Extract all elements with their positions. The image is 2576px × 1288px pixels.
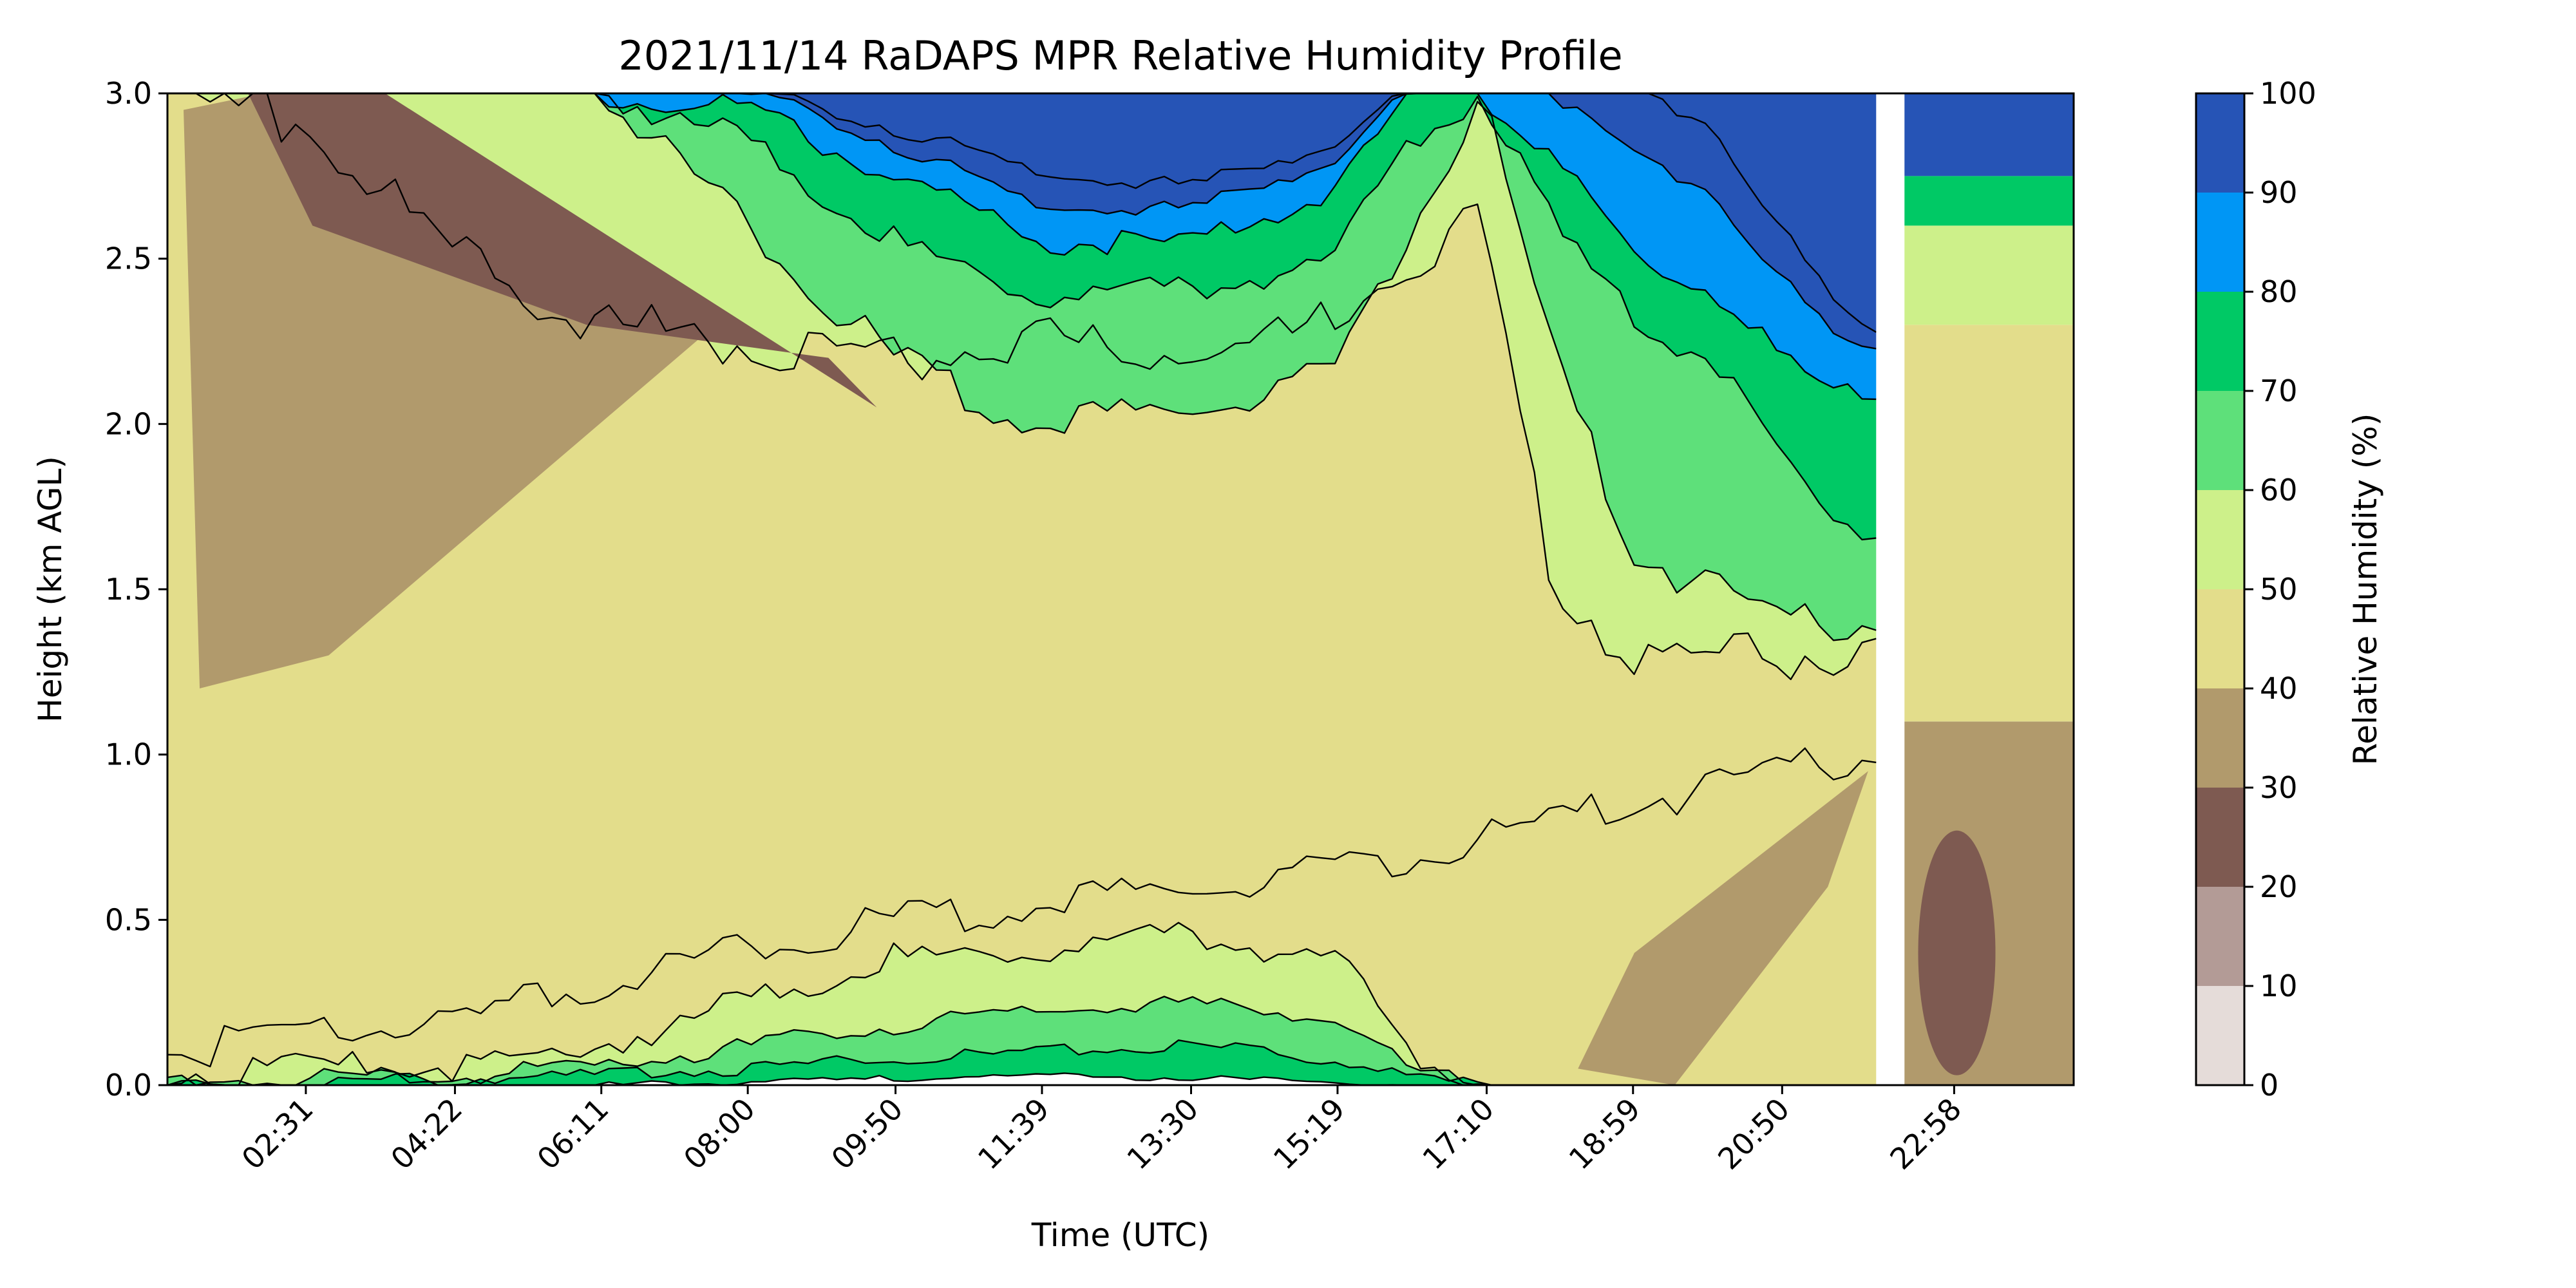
contour-line-c60 (167, 996, 1877, 1085)
colorbar-swatch (2196, 391, 2244, 490)
colorbar-tick-label: 60 (2260, 473, 2298, 507)
colorbar-tick-label: 20 (2260, 869, 2298, 904)
x-tick-label: 09:50 (824, 1092, 909, 1177)
colorbar-tick-label: 90 (2260, 175, 2298, 210)
contour-line-u50 (167, 93, 1877, 641)
colorbar-title: Relative Humidity (%) (2347, 413, 2384, 766)
band-upper-90-100 (167, 93, 1877, 349)
x-tick-label: 06:11 (531, 1092, 616, 1177)
band-30-40-afternoon (1578, 771, 1868, 1085)
colorbar: 0 10 20 30 40 50 60 70 80 90 100 (2196, 76, 2316, 1103)
y-tick-label: 1.5 (105, 572, 152, 607)
x-tick-label: 18:59 (1562, 1092, 1647, 1177)
x-axis: 02:31 04:22 06:11 08:00 09:50 11:39 13:30 15:19… (235, 1085, 1968, 1177)
colorbar-tick-label: 80 (2260, 274, 2298, 309)
y-tick-label: 0.5 (105, 902, 152, 937)
y-axis-title: Height (km AGL) (32, 456, 69, 723)
late-band-40-50 (1904, 325, 2074, 722)
band-40-50-lower (167, 748, 1877, 1085)
band-upper-60-70 (167, 93, 1877, 641)
colorbar-frame (2195, 92, 2246, 1086)
y-tick-label: 2.5 (105, 242, 152, 276)
x-tick-label: 17:10 (1416, 1092, 1501, 1177)
colorbar-swatch (2196, 986, 2244, 1085)
colorbar-swatch (2196, 589, 2244, 688)
colorbar-swatch (2196, 292, 2244, 391)
x-tick-label: 11:39 (971, 1092, 1056, 1177)
contour-line-c40 (167, 747, 1877, 1068)
y-tick-label: 1.0 (105, 737, 152, 772)
colorbar-tick-label: 10 (2260, 969, 2298, 1003)
colorbar-tick-label: 0 (2260, 1068, 2278, 1103)
humidity-bands (167, 93, 2074, 1085)
missing-data-gap (1876, 93, 1905, 1085)
band-30-40-upper-left (184, 93, 716, 688)
chart-title: 2021/11/14 RaDAPS MPR Relative Humidity … (618, 32, 1622, 79)
colorbar-swatch (2196, 887, 2244, 986)
y-tick-label: 0.0 (105, 1068, 152, 1103)
contour-line-u40 (167, 93, 1877, 681)
band-70-80 (167, 1040, 1877, 1085)
plot-area (167, 93, 2074, 1085)
colorbar-swatch (2196, 788, 2244, 887)
contour-line-u70 (167, 93, 1877, 401)
x-tick-label: 02:31 (235, 1092, 320, 1177)
late-band-90-100 (1904, 93, 2074, 176)
late-band-20-30 (1918, 830, 1996, 1075)
y-tick-label: 3.0 (105, 76, 152, 111)
colorbar-swatch (2196, 93, 2244, 193)
colorbar-tick-label: 50 (2260, 572, 2298, 607)
band-60-70 (167, 996, 1877, 1085)
x-tick-label: 22:58 (1883, 1092, 1968, 1177)
y-axis: 0.0 0.5 1.0 1.5 2.0 2.5 3.0 (105, 76, 167, 1103)
y-tick-label: 2.0 (105, 406, 152, 441)
contour-line-u80 (167, 93, 1877, 350)
contour-line-c80 (167, 1072, 1877, 1085)
late-band-70-80 (1904, 176, 2074, 226)
colorbar-swatch (2196, 490, 2244, 589)
x-tick-label: 13:30 (1120, 1092, 1205, 1177)
x-tick-label: 20:50 (1711, 1092, 1796, 1177)
colorbar-swatch (2196, 193, 2244, 292)
band-20-30-upper-left (248, 93, 877, 408)
late-band-50-60 (1904, 225, 2074, 325)
contour-line-u90 (167, 93, 1877, 333)
colorbar-tick-label: 70 (2260, 374, 2298, 408)
band-50-60 (167, 922, 1877, 1085)
x-axis-title: Time (UTC) (1031, 1217, 1209, 1254)
x-tick-label: 08:00 (677, 1092, 762, 1177)
colorbar-tick-label: 40 (2260, 671, 2298, 706)
contour-line-u60 (167, 93, 1877, 541)
colorbar-swatch (2196, 688, 2244, 788)
x-tick-label: 04:22 (384, 1092, 469, 1177)
colorbar-tick-label: 100 (2260, 76, 2316, 111)
colorbar-tick-label: 30 (2260, 770, 2298, 805)
x-tick-label: 15:19 (1267, 1092, 1352, 1177)
